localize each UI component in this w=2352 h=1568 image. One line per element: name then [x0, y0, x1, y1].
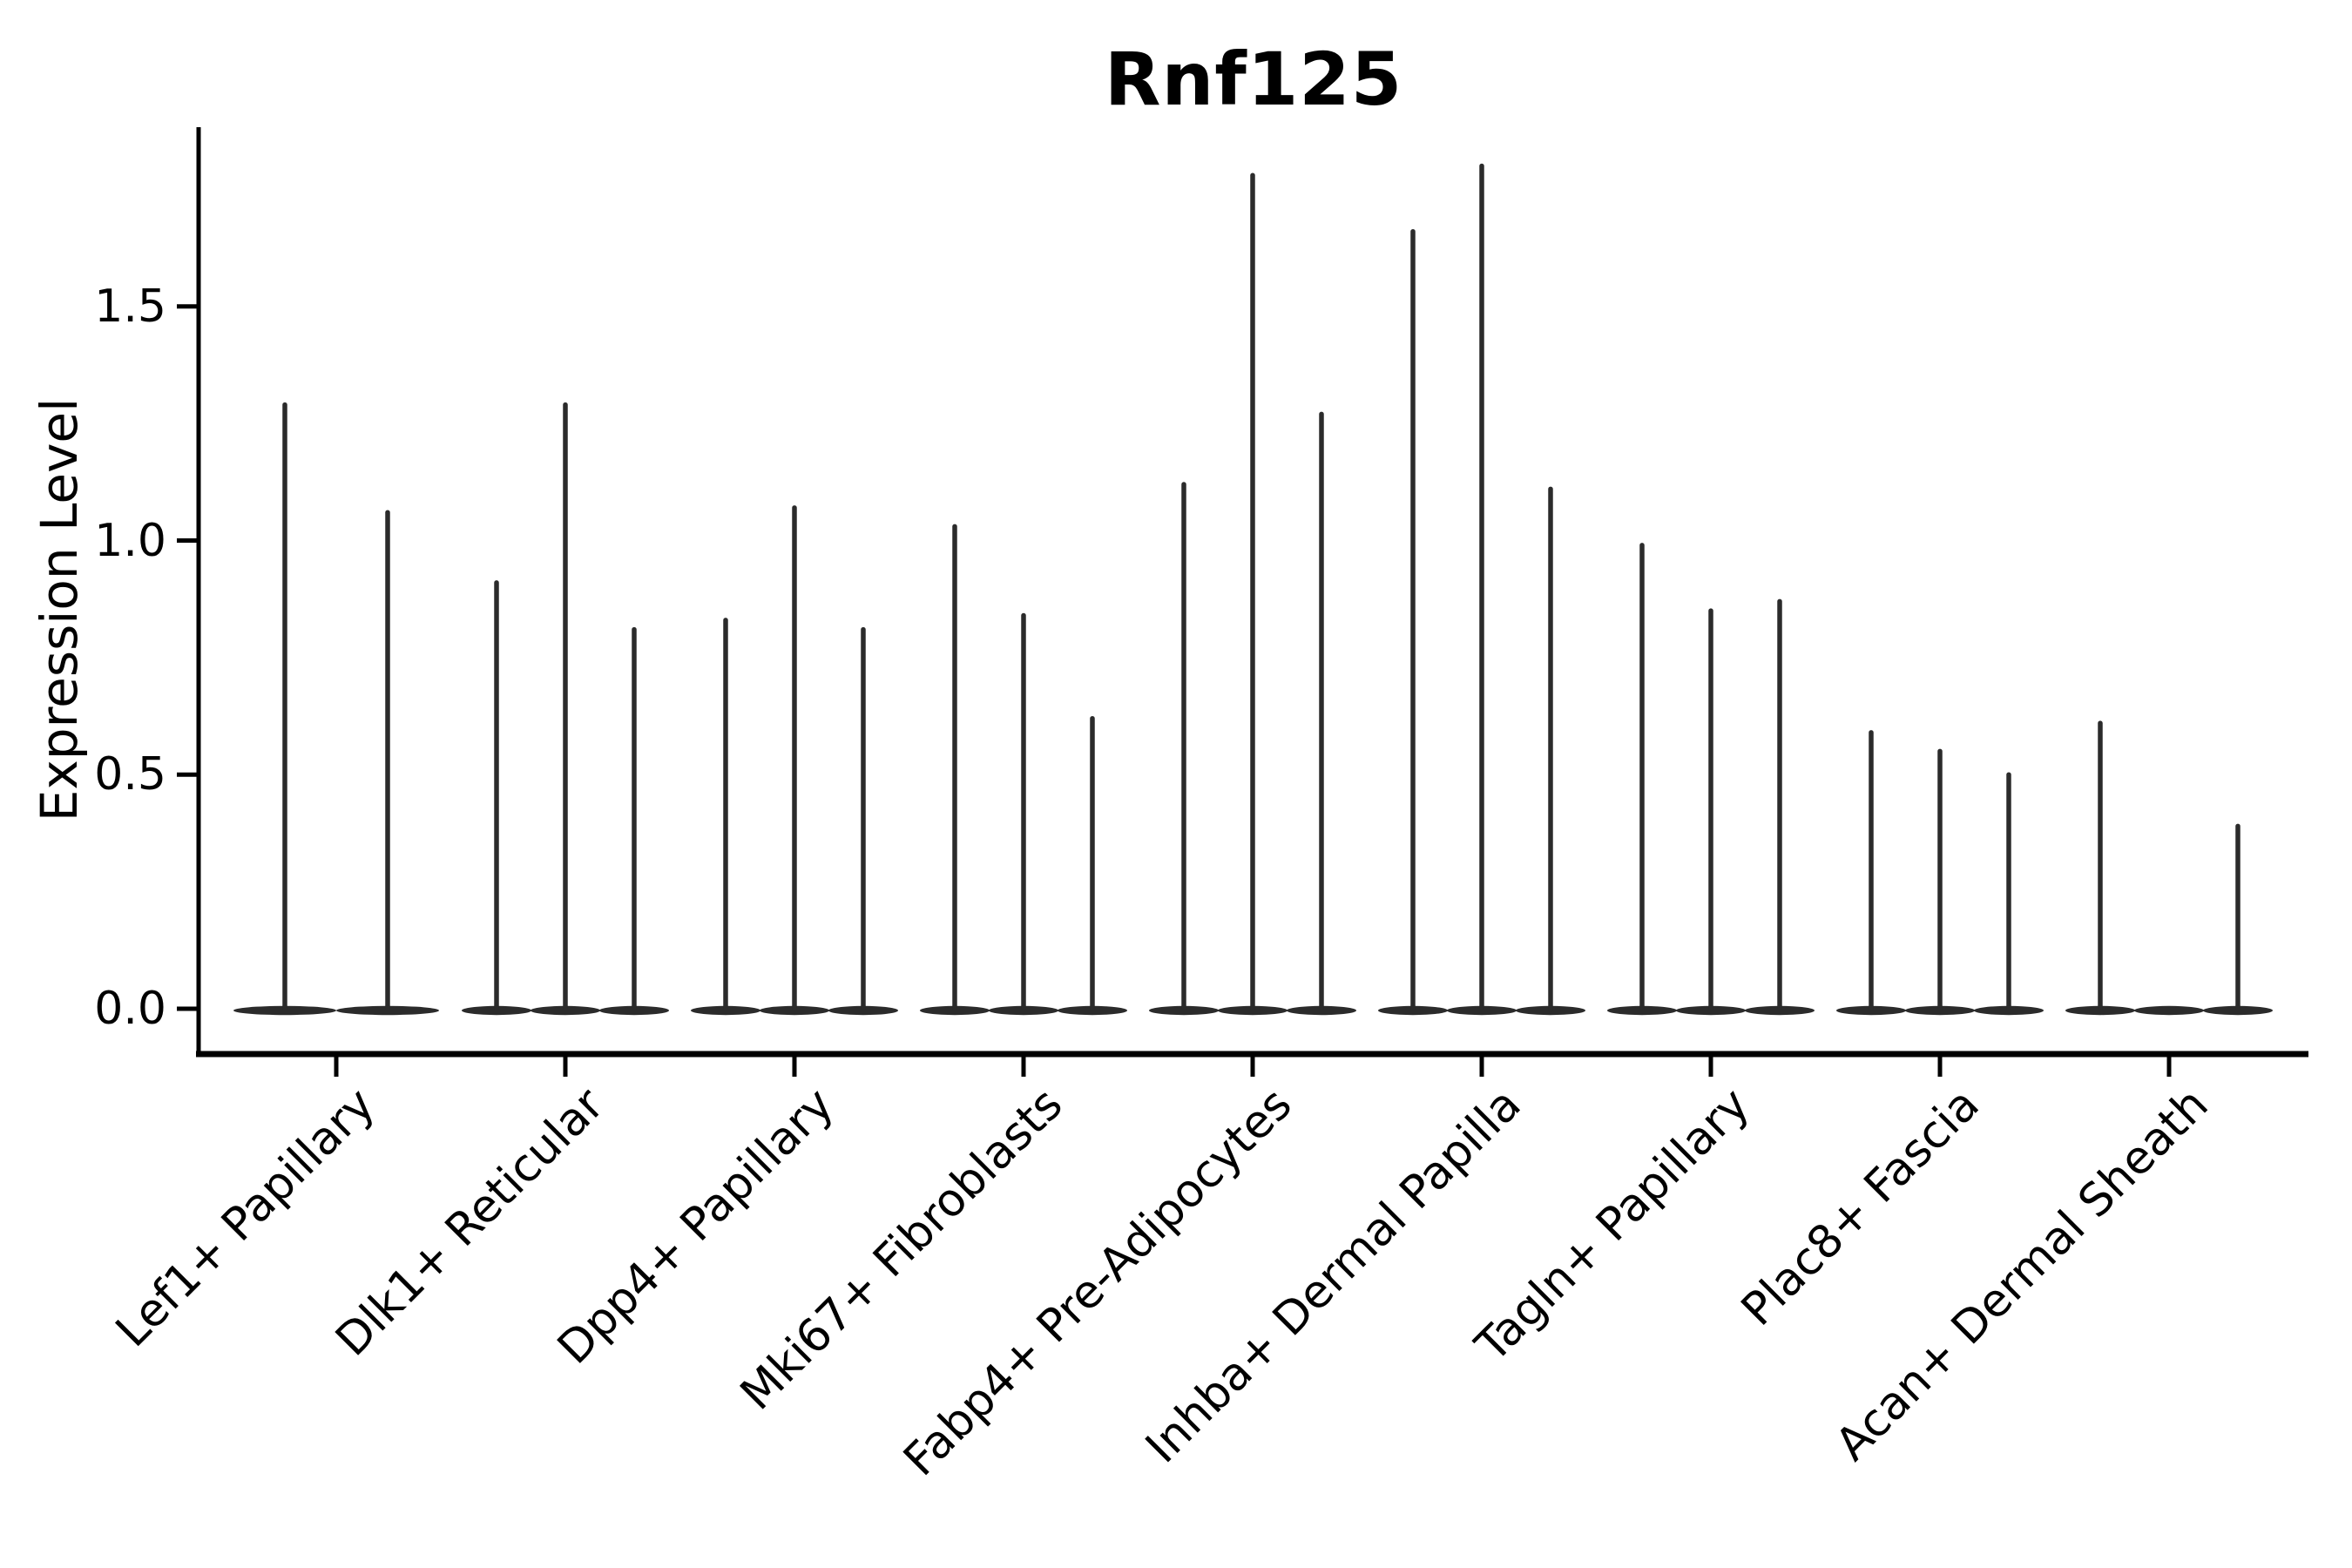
y-tick-label-2: 1.0 — [94, 514, 166, 567]
y-tick-label-0: 0.0 — [94, 983, 166, 1035]
violin-base — [2134, 1005, 2204, 1016]
y-axis-label: Expression Level — [30, 397, 89, 822]
y-tick-label-3: 1.5 — [94, 280, 166, 333]
y-tick-label-1: 0.5 — [94, 748, 166, 801]
chart-title: Rnf125 — [1104, 37, 1403, 122]
